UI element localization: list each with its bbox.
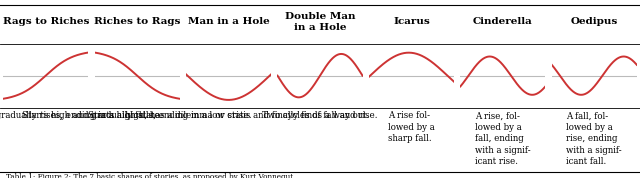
Text: Man in a Hole: Man in a Hole [188,17,269,26]
Text: Starts high and gradually falls, ending in a low state.: Starts high and gradually falls, ending … [22,111,252,120]
Text: Starts low and gradually rises, ending in a high state.: Starts low and gradually rises, ending i… [0,111,162,120]
Text: A rise, fol-
lowed by a
fall, ending
with a signif-
icant rise.: A rise, fol- lowed by a fall, ending wit… [475,111,531,166]
Text: A fall, fol-
lowed by a
rise, ending
with a signif-
icant fall.: A fall, fol- lowed by a rise, ending wit… [566,111,622,166]
Text: Cinderella: Cinderella [473,17,532,26]
Text: A rise fol-
lowed by a
sharp fall.: A rise fol- lowed by a sharp fall. [388,111,435,143]
Text: Table 1: Figure 2: The 7 basic shapes of stories, as proposed by Kurt Vonnegut.: Table 1: Figure 2: The 7 basic shapes of… [6,173,296,178]
Text: Riches to Rags: Riches to Rags [94,17,180,26]
Text: Starts    high, has a dilemma or crisis and finally finds a way out.: Starts high, has a dilemma or crisis and… [88,111,369,120]
Text: Double Man
in a Hole: Double Man in a Hole [285,12,355,32]
Text: Oedipus: Oedipus [571,17,618,26]
Text: Two cycles of fall and rise.: Two cycles of fall and rise. [262,111,378,120]
Text: Rags to Riches: Rags to Riches [3,17,89,26]
Text: Icarus: Icarus [393,17,430,26]
